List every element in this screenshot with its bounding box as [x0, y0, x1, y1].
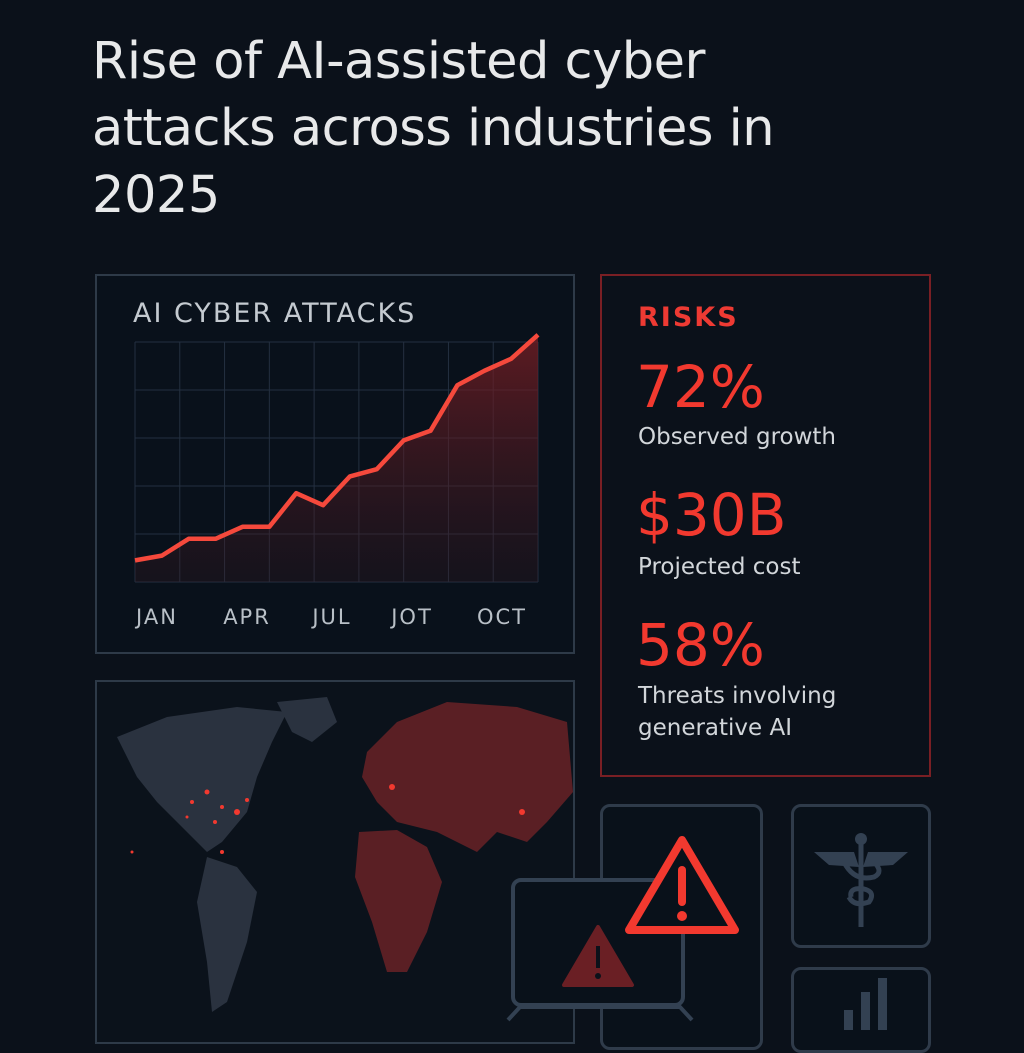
risks-panel: RISKS 72% Observed growth $30B Projected…	[600, 274, 931, 777]
x-tick-label: JOT	[389, 605, 433, 629]
x-tick-label: JAN	[134, 605, 178, 629]
caduceus-card	[791, 804, 931, 948]
warning-triangle-icon	[620, 830, 745, 945]
line-chart: JAN APR JUL JOT OCT	[97, 276, 573, 652]
stat-value: 72%	[636, 358, 765, 416]
stat-label: Observed growth	[638, 421, 928, 453]
x-tick-label: APR	[223, 605, 271, 629]
risks-heading: RISKS	[638, 302, 739, 333]
bar-chart-card	[791, 967, 931, 1053]
page-title: Rise of AI-assisted cyber attacks across…	[92, 28, 892, 229]
stat-label: Threats involving generative AI	[638, 680, 928, 744]
bar-chart-icon	[794, 970, 928, 1030]
x-tick-label: OCT	[477, 605, 527, 629]
stat-value: $30B	[636, 486, 787, 544]
caduceus-icon	[794, 807, 928, 945]
stat-label: Projected cost	[638, 551, 928, 583]
stat-value: 58%	[636, 616, 765, 674]
x-tick-label: JUL	[310, 605, 351, 629]
